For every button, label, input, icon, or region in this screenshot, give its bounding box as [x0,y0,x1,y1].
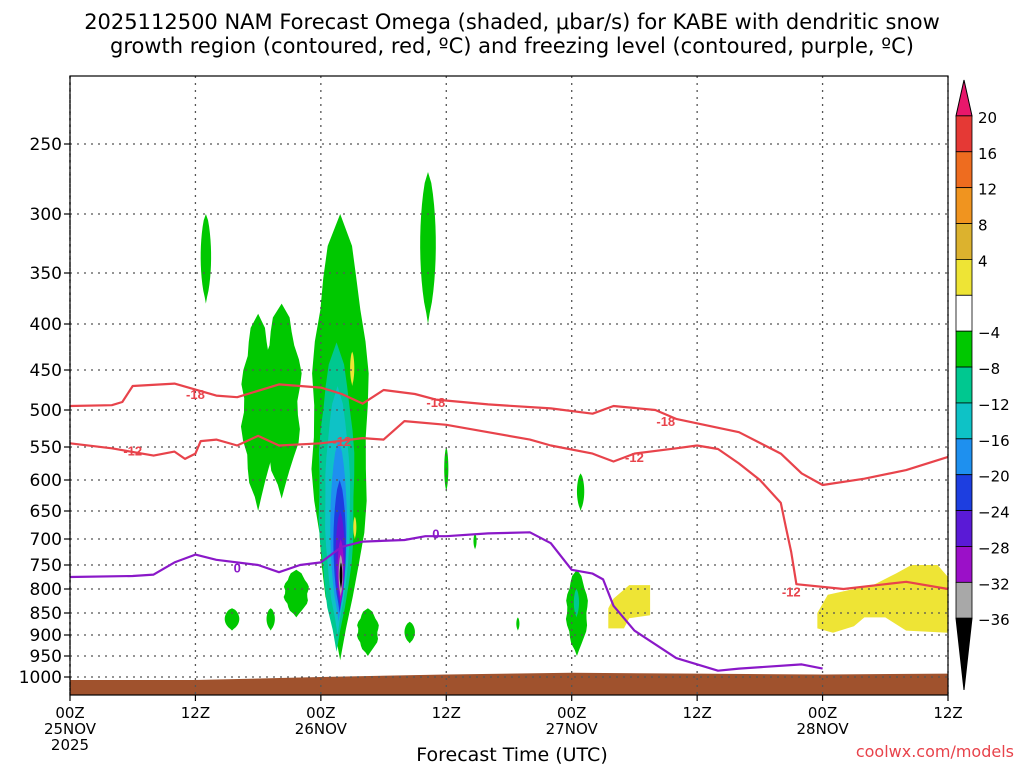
contour-label-0-0: -18 [186,387,205,402]
colorbar-label-4: 4 [978,252,988,270]
omega-green-cell-21z-25nov-low [283,569,309,618]
colorbar-label-0: 20 [978,109,997,127]
colorbar-label-13: −36 [978,611,1010,629]
y-tick-label-900: 900 [30,626,62,646]
omega-yellow-cell-04z-27nov [608,585,651,629]
x-tick-label-84: 12Z [933,704,962,722]
colorbar-label-6: −8 [978,360,1000,378]
colorbar-swatch-2 [955,151,973,189]
colorbar-swatch-9 [955,402,973,440]
x-tick-date-0: 25NOV [44,720,97,738]
y-tick-label-500: 500 [30,401,62,421]
colorbar-swatch-3 [955,187,973,224]
x-tick-label-24: 00Z [306,704,335,722]
chart-title-line-2: growth region (contoured, red, ºC) and f… [110,34,914,58]
y-tick-label-550: 550 [30,438,62,458]
x-tick-year-0: 2025 [51,736,89,754]
colorbar-label-2: 12 [978,181,997,199]
contour-label-0-1: -18 [426,395,445,410]
colorbar-swatch-10 [955,438,973,476]
y-tick-label-850: 850 [30,604,62,624]
colorbar-label-7: −12 [978,396,1010,414]
colorbar-label-3: 8 [978,217,988,235]
x-tick-date-24: 26NOV [295,720,348,738]
x-axis-label: Forecast Time (UTC) [416,744,608,766]
contour-label-1-3: -12 [782,584,801,599]
omega-green-cell-12z-25nov [200,214,212,304]
contour-label-2-0: 0 [234,560,241,575]
x-tick-label-0: 00Z [55,704,84,722]
x-tick-label-36: 12Z [432,704,461,722]
contour-label-2-1: 0 [432,526,439,541]
y-tick-label-700: 700 [30,530,62,550]
colorbar-label-12: −32 [978,575,1010,593]
omega-yellow-cell-03z-26nov-b [353,516,357,539]
colorbar-top-arrow [955,79,973,117]
x-tick-date-48: 27NOV [546,720,599,738]
omega-yellow-cell-28nov [817,565,948,633]
omega-green-cell-18z-25nov-b [261,303,302,499]
omega-seagreen-cell-00z-27nov [573,589,580,618]
y-tick-label-600: 600 [30,471,62,491]
omega-green-cell-19z-25nov [266,608,275,631]
colorbar-swatch-13 [955,546,973,583]
y-tick-label-300: 300 [30,205,62,225]
y-tick-label-450: 450 [30,361,62,381]
x-tick-label-72: 00Z [808,704,837,722]
y-tick-label-950: 950 [30,647,62,667]
y-tick-label-350: 350 [30,264,62,284]
contour-label-0-2: -18 [656,414,675,429]
omega-green-cell-08z-26nov [404,621,415,644]
omega-yellow-cell-03z-26nov [350,351,355,386]
omega-core-black [339,562,343,589]
contour-line-1 [69,420,949,591]
contour-label-1-2: -12 [625,450,644,465]
contour-line-2 [69,531,823,672]
y-tick-label-250: 250 [30,135,62,155]
omega-green-cell-15z-26nov [473,533,477,550]
x-tick-label-60: 12Z [682,704,711,722]
x-tick-label-48: 00Z [557,704,586,722]
chart-title-line-1: 2025112500 NAM Forecast Omega (shaded, μ… [84,10,940,34]
x-tick-date-72: 28NOV [797,720,850,738]
colorbar-swatch-12 [955,510,973,547]
colorbar-bottom-arrow [955,617,973,691]
colorbar-label-5: −4 [978,324,1000,342]
y-tick-label-1000: 1000 [19,668,62,688]
omega-green-cell-19z-26nov [516,617,520,631]
colorbar-label-8: −16 [978,432,1010,450]
colorbar-swatch-5 [955,259,973,296]
y-tick-label-750: 750 [30,556,62,576]
y-tick-label-400: 400 [30,315,62,335]
colorbar-label-9: −20 [978,468,1010,486]
colorbar-label-1: 16 [978,145,997,163]
colorbar-swatch-6 [955,294,973,332]
colorbar-swatch-1 [955,115,973,153]
plot-frame [69,75,949,696]
terrain-surface [70,672,948,695]
colorbar-label-10: −24 [978,504,1010,522]
y-tick-label-650: 650 [30,502,62,522]
colorbar-label-11: −28 [978,539,1010,557]
contour-label-1-1: -12 [332,434,351,449]
contour-label-1-0: -12 [123,443,142,458]
y-tick-label-800: 800 [30,580,62,600]
omega-green-cell-15z-25nov [224,608,240,631]
contour-line-0 [69,382,949,487]
colorbar-swatch-11 [955,474,973,511]
colorbar-swatch-14 [955,581,973,619]
colorbar-swatch-8 [955,366,973,404]
colorbar-swatch-7 [955,330,973,368]
x-tick-label-12: 12Z [181,704,210,722]
colorbar-swatch-4 [955,223,973,260]
omega-green-cell-00z-27nov-mid [576,473,585,511]
omega-green-cell-11z-26nov [420,172,436,324]
site-credit: coolwx.com/models [855,742,1014,761]
omega-green-cell-04z-26nov [356,608,379,656]
